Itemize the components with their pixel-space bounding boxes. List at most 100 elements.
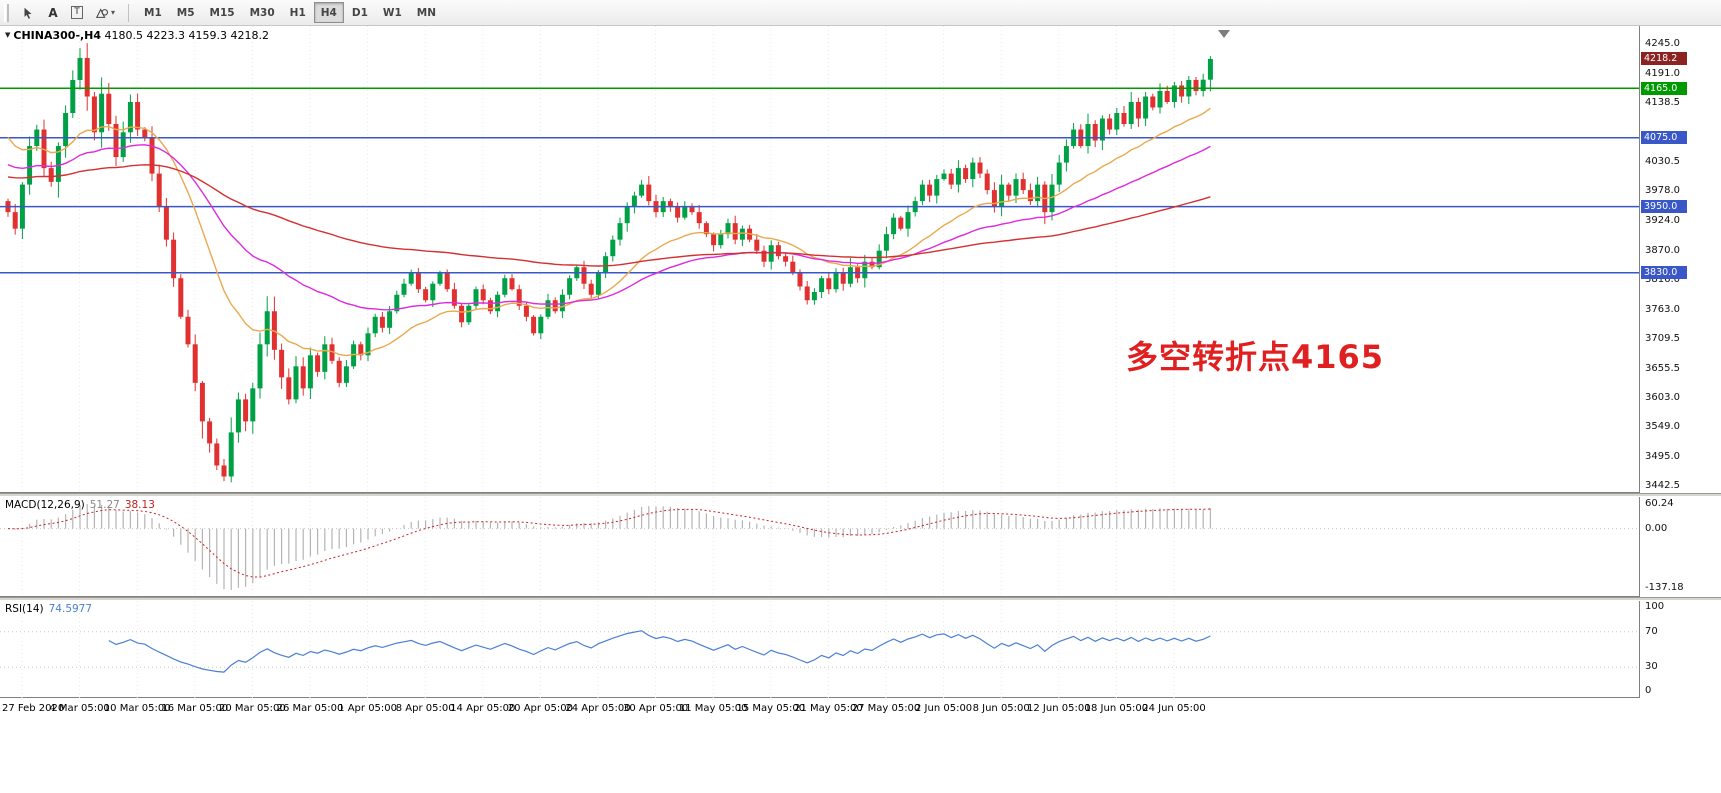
price-scale-label: 3816.0 (1645, 274, 1680, 285)
macd-signal-value: 38.13 (124, 499, 155, 511)
text-tool-button[interactable]: A (42, 2, 64, 23)
textbox-tool-label: T (71, 6, 83, 19)
timeframe-button-h4[interactable]: H4 (313, 2, 344, 23)
rsi-scale[interactable]: 100 70 30 0 (1639, 601, 1721, 698)
bottom-space (0, 720, 1721, 793)
rsi-scale-30: 30 (1645, 661, 1658, 672)
time-axis[interactable]: 27 Feb 2020 4 Mar 05:00 10 Mar 05:00 16 Mar… (0, 698, 1721, 720)
price-scale[interactable]: 4245.0 4191.0 4138.5 4030.5 3978.0 3924.0 3870… (1639, 26, 1721, 493)
time-axis-label: 30 Apr 05:00 (622, 703, 689, 714)
time-axis-label: 2 Jun 05:00 (915, 703, 973, 714)
price-scale-label: 3495.0 (1645, 451, 1680, 462)
timeframe-button-mn[interactable]: MN (410, 2, 443, 23)
chart-shift-marker-icon (1218, 30, 1230, 38)
time-axis-label: 21 May 05:00 (794, 703, 863, 714)
text-tool-label: A (48, 5, 58, 20)
symbol-period-label: CHINA300-,H4 (13, 29, 102, 42)
vertical-gridlines (21, 601, 1175, 698)
vertical-gridlines (21, 26, 1175, 493)
timeframe-button-m5[interactable]: M5 (170, 2, 202, 23)
time-axis-label: 8 Apr 05:00 (395, 703, 455, 714)
time-axis-label: 26 Mar 05:00 (276, 703, 344, 714)
rsi-panel: RSI(14) 74.5977 100 70 30 0 (0, 601, 1721, 698)
panel-splitter[interactable] (0, 493, 1721, 497)
macd-scale[interactable]: 60.24 0.00 -137.18 (1639, 497, 1721, 597)
price-scale-label: 3603.0 (1645, 392, 1680, 403)
ma-fast-orange (7, 107, 1211, 357)
time-axis-label: 8 Jun 05:00 (972, 703, 1030, 714)
time-axis-label: 1 Apr 05:00 (338, 703, 398, 714)
price-scale-label: 4245.0 (1645, 38, 1680, 49)
price-scale-label: 3763.0 (1645, 304, 1680, 315)
macd-main-value: 51.27 (89, 499, 120, 511)
macd-plot[interactable] (0, 497, 1639, 597)
symbol-caret-icon: ▼ (5, 31, 11, 39)
rsi-scale-100: 100 (1645, 601, 1665, 612)
price-scale-label: 3549.0 (1645, 421, 1680, 432)
macd-scale-max: 60.24 (1645, 498, 1674, 509)
chart-stack: ▼ CHINA300-,H4 4180.5 4223.3 4159.3 4218.… (0, 26, 1721, 793)
textbox-tool-button[interactable]: T (66, 2, 88, 23)
price-scale-label: 3870.0 (1645, 245, 1680, 256)
price-scale-label: 3924.0 (1645, 215, 1680, 226)
main-chart-panel: ▼ CHINA300-,H4 4180.5 4223.3 4159.3 4218.… (0, 26, 1721, 493)
rsi-scale-0: 0 (1645, 685, 1652, 696)
panel-splitter[interactable] (0, 597, 1721, 601)
shapes-tool-button[interactable]: ▾ (90, 2, 120, 23)
time-axis-label: 20 Apr 05:00 (507, 703, 573, 714)
time-axis-label: 27 Feb 2020 (2, 703, 65, 714)
macd-histogram (14, 504, 1212, 590)
timeframe-button-m30[interactable]: M30 (243, 2, 282, 23)
time-axis-label: 24 Jun 05:00 (1142, 703, 1206, 714)
vertical-gridlines (21, 497, 1175, 597)
price-tag-4218.2: 4218.2 (1641, 52, 1687, 65)
time-axis-label: 18 Jun 05:00 (1084, 703, 1149, 714)
time-axis-label: 16 Mar 05:00 (161, 703, 229, 714)
time-axis-label: 24 Apr 05:00 (565, 703, 631, 714)
rsi-name: RSI(14) (5, 603, 44, 615)
price-tag-4075.0: 4075.0 (1641, 131, 1687, 144)
main-chart-plot[interactable] (0, 26, 1639, 493)
price-tag-4165.0: 4165.0 (1641, 82, 1687, 95)
timeframe-toolbar: M1 M5 M15 M30 H1 H4 D1 W1 MN (137, 2, 443, 23)
time-axis-label: 11 May 05:00 (678, 703, 748, 714)
timeframe-button-h1[interactable]: H1 (283, 2, 313, 23)
toolbar-grip[interactable] (4, 3, 9, 22)
price-scale-label: 3442.5 (1645, 480, 1680, 491)
toolbar: A T ▾ M1 M5 M15 M30 H1 H4 D1 W1 MN (0, 0, 1721, 26)
rsi-plot[interactable] (0, 601, 1639, 698)
macd-name: MACD(12,26,9) (5, 499, 85, 511)
ma-slow-red (7, 164, 1211, 267)
dropdown-caret-icon: ▾ (111, 8, 116, 17)
macd-panel: MACD(12,26,9) 51.27 38.13 60.24 0.00 -137.18 (0, 497, 1721, 597)
toolbar-separator (128, 3, 130, 22)
candles (5, 43, 1213, 483)
time-axis-label: 12 Jun 05:00 (1027, 703, 1091, 714)
timeframe-button-d1[interactable]: D1 (345, 2, 375, 23)
time-axis-label: 20 Mar 05:00 (219, 703, 286, 714)
rsi-label: RSI(14) 74.5977 (5, 603, 92, 615)
price-tag-3830.0: 3830.0 (1641, 266, 1687, 279)
chart-annotation[interactable]: 多空转折点4165 (1126, 338, 1385, 376)
rsi-line (108, 630, 1211, 673)
chart-title: ▼ CHINA300-,H4 4180.5 4223.3 4159.3 4218.… (5, 29, 269, 42)
price-scale-label: 3655.5 (1645, 363, 1680, 374)
price-scale-label: 4191.0 (1645, 68, 1680, 79)
timeframe-button-m1[interactable]: M1 (137, 2, 169, 23)
macd-label: MACD(12,26,9) 51.27 38.13 (5, 499, 155, 511)
cursor-tool-button[interactable] (16, 2, 40, 23)
price-scale-label: 3978.0 (1645, 185, 1680, 196)
timeframe-button-m15[interactable]: M15 (203, 2, 242, 23)
rsi-scale-70: 70 (1645, 626, 1658, 637)
time-axis-label: 14 Apr 05:00 (450, 703, 516, 714)
ma-mid-magenta (7, 144, 1211, 311)
price-scale-label: 4138.5 (1645, 97, 1680, 108)
time-axis-label: 15 May 05:00 (736, 703, 806, 714)
price-tag-3950.0: 3950.0 (1641, 200, 1687, 213)
timeframe-button-w1[interactable]: W1 (376, 2, 409, 23)
cursor-icon (24, 7, 32, 19)
shapes-icon (95, 7, 109, 18)
rsi-value: 74.5977 (48, 603, 93, 615)
time-axis-label: 4 Mar 05:00 (49, 703, 110, 714)
